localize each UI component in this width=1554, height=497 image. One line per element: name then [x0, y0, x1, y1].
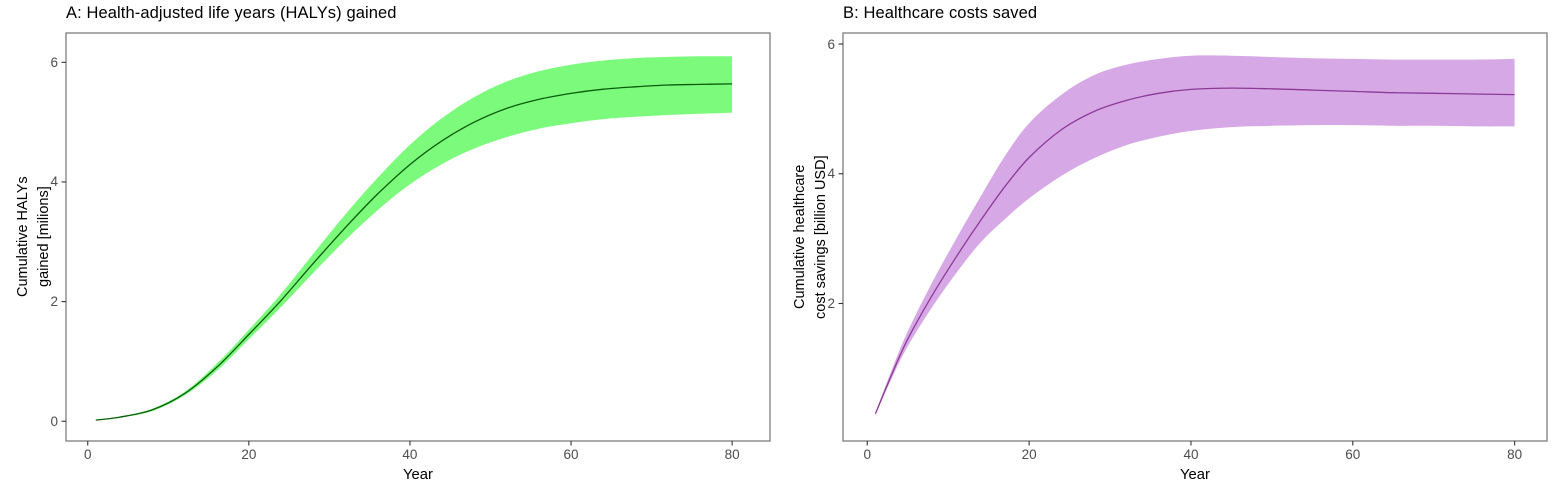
panel-a-plot-area — [61, 32, 771, 446]
y-tick-label: 6 — [50, 54, 58, 70]
x-tick-label: 0 — [83, 447, 92, 462]
panel-a-x-axis-title: Year — [403, 467, 433, 483]
y-tick-label: 4 — [50, 174, 58, 190]
x-tick-label: 80 — [1507, 447, 1523, 462]
trend-line-a — [95, 83, 733, 421]
x-tick-label: 60 — [1345, 447, 1361, 462]
panel-b-y-axis-title: Cumulative healthcare cost savings [bill… — [792, 155, 829, 319]
panel-b-title: B: Healthcare costs saved — [843, 4, 1038, 22]
x-tick-label: 40 — [402, 447, 418, 462]
y-tick-label: 4 — [827, 166, 835, 182]
panel-costs-saved: B: Healthcare costs saved Cumulative hea… — [777, 0, 1554, 497]
y-tick-label: 6 — [827, 36, 835, 52]
uncertainty-ribbon-a — [95, 56, 733, 421]
panel-halys-gained: A: Health-adjusted life years (HALYs) ga… — [15, 4, 771, 483]
x-tick-label: 20 — [241, 447, 257, 462]
y-tick-label: 2 — [50, 294, 58, 310]
panel-b-plot-area — [838, 32, 1548, 446]
x-tick-label: 20 — [1021, 447, 1037, 462]
x-tick-label: 40 — [1183, 447, 1199, 462]
y-tick-label: 0 — [50, 413, 58, 429]
panel-b-x-axis-title: Year — [1180, 467, 1210, 483]
y-tick-label: 2 — [827, 295, 835, 311]
x-tick-label: 80 — [724, 447, 740, 462]
panel-border-a — [65, 32, 771, 442]
panel-a-title: A: Health-adjusted life years (HALYs) ga… — [66, 4, 397, 22]
x-tick-label: 0 — [863, 447, 872, 462]
uncertainty-ribbon-b — [875, 55, 1515, 416]
panel-a-y-axis-title: Cumulative HALYs gained [milions] — [15, 176, 52, 298]
panel-border-b — [842, 32, 1548, 442]
trend-line-b — [874, 87, 1515, 415]
x-tick-label: 60 — [563, 447, 579, 462]
